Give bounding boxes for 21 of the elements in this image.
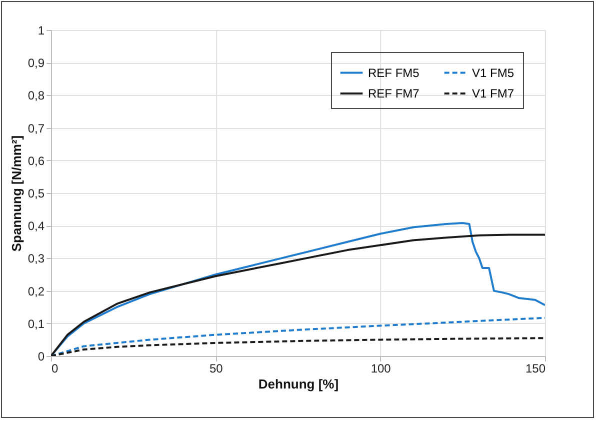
y-tick-label: 0,7 [28,121,45,136]
y-tick-label: 0,3 [28,252,45,266]
x-tick-label: 150 [525,362,546,376]
y-tick-label: 0,9 [28,56,45,70]
legend-label: REF FM5 [368,66,420,80]
y-tick-label: 0,1 [28,316,45,331]
legend-label: V1 FM5 [472,66,514,80]
x-tick-label: 50 [209,362,224,376]
y-tick-label: 0,5 [28,186,45,200]
x-tick-label: 100 [370,362,392,376]
legend-label: V1 FM7 [472,86,514,100]
x-tick-label: 0 [52,362,58,376]
x-axis-title: Dehnung [%] [258,376,339,392]
y-tick-label: 0,6 [28,154,45,168]
y-tick-label: 0,8 [28,88,45,103]
y-tick-label: 1 [38,24,45,38]
legend-label: REF FM7 [368,86,420,100]
y-axis-title: Spannung [N/mm²] [8,135,24,252]
y-tick-label: 0,4 [28,219,45,234]
y-tick-label: 0 [38,350,45,364]
y-tick-label: 0,2 [28,284,45,298]
